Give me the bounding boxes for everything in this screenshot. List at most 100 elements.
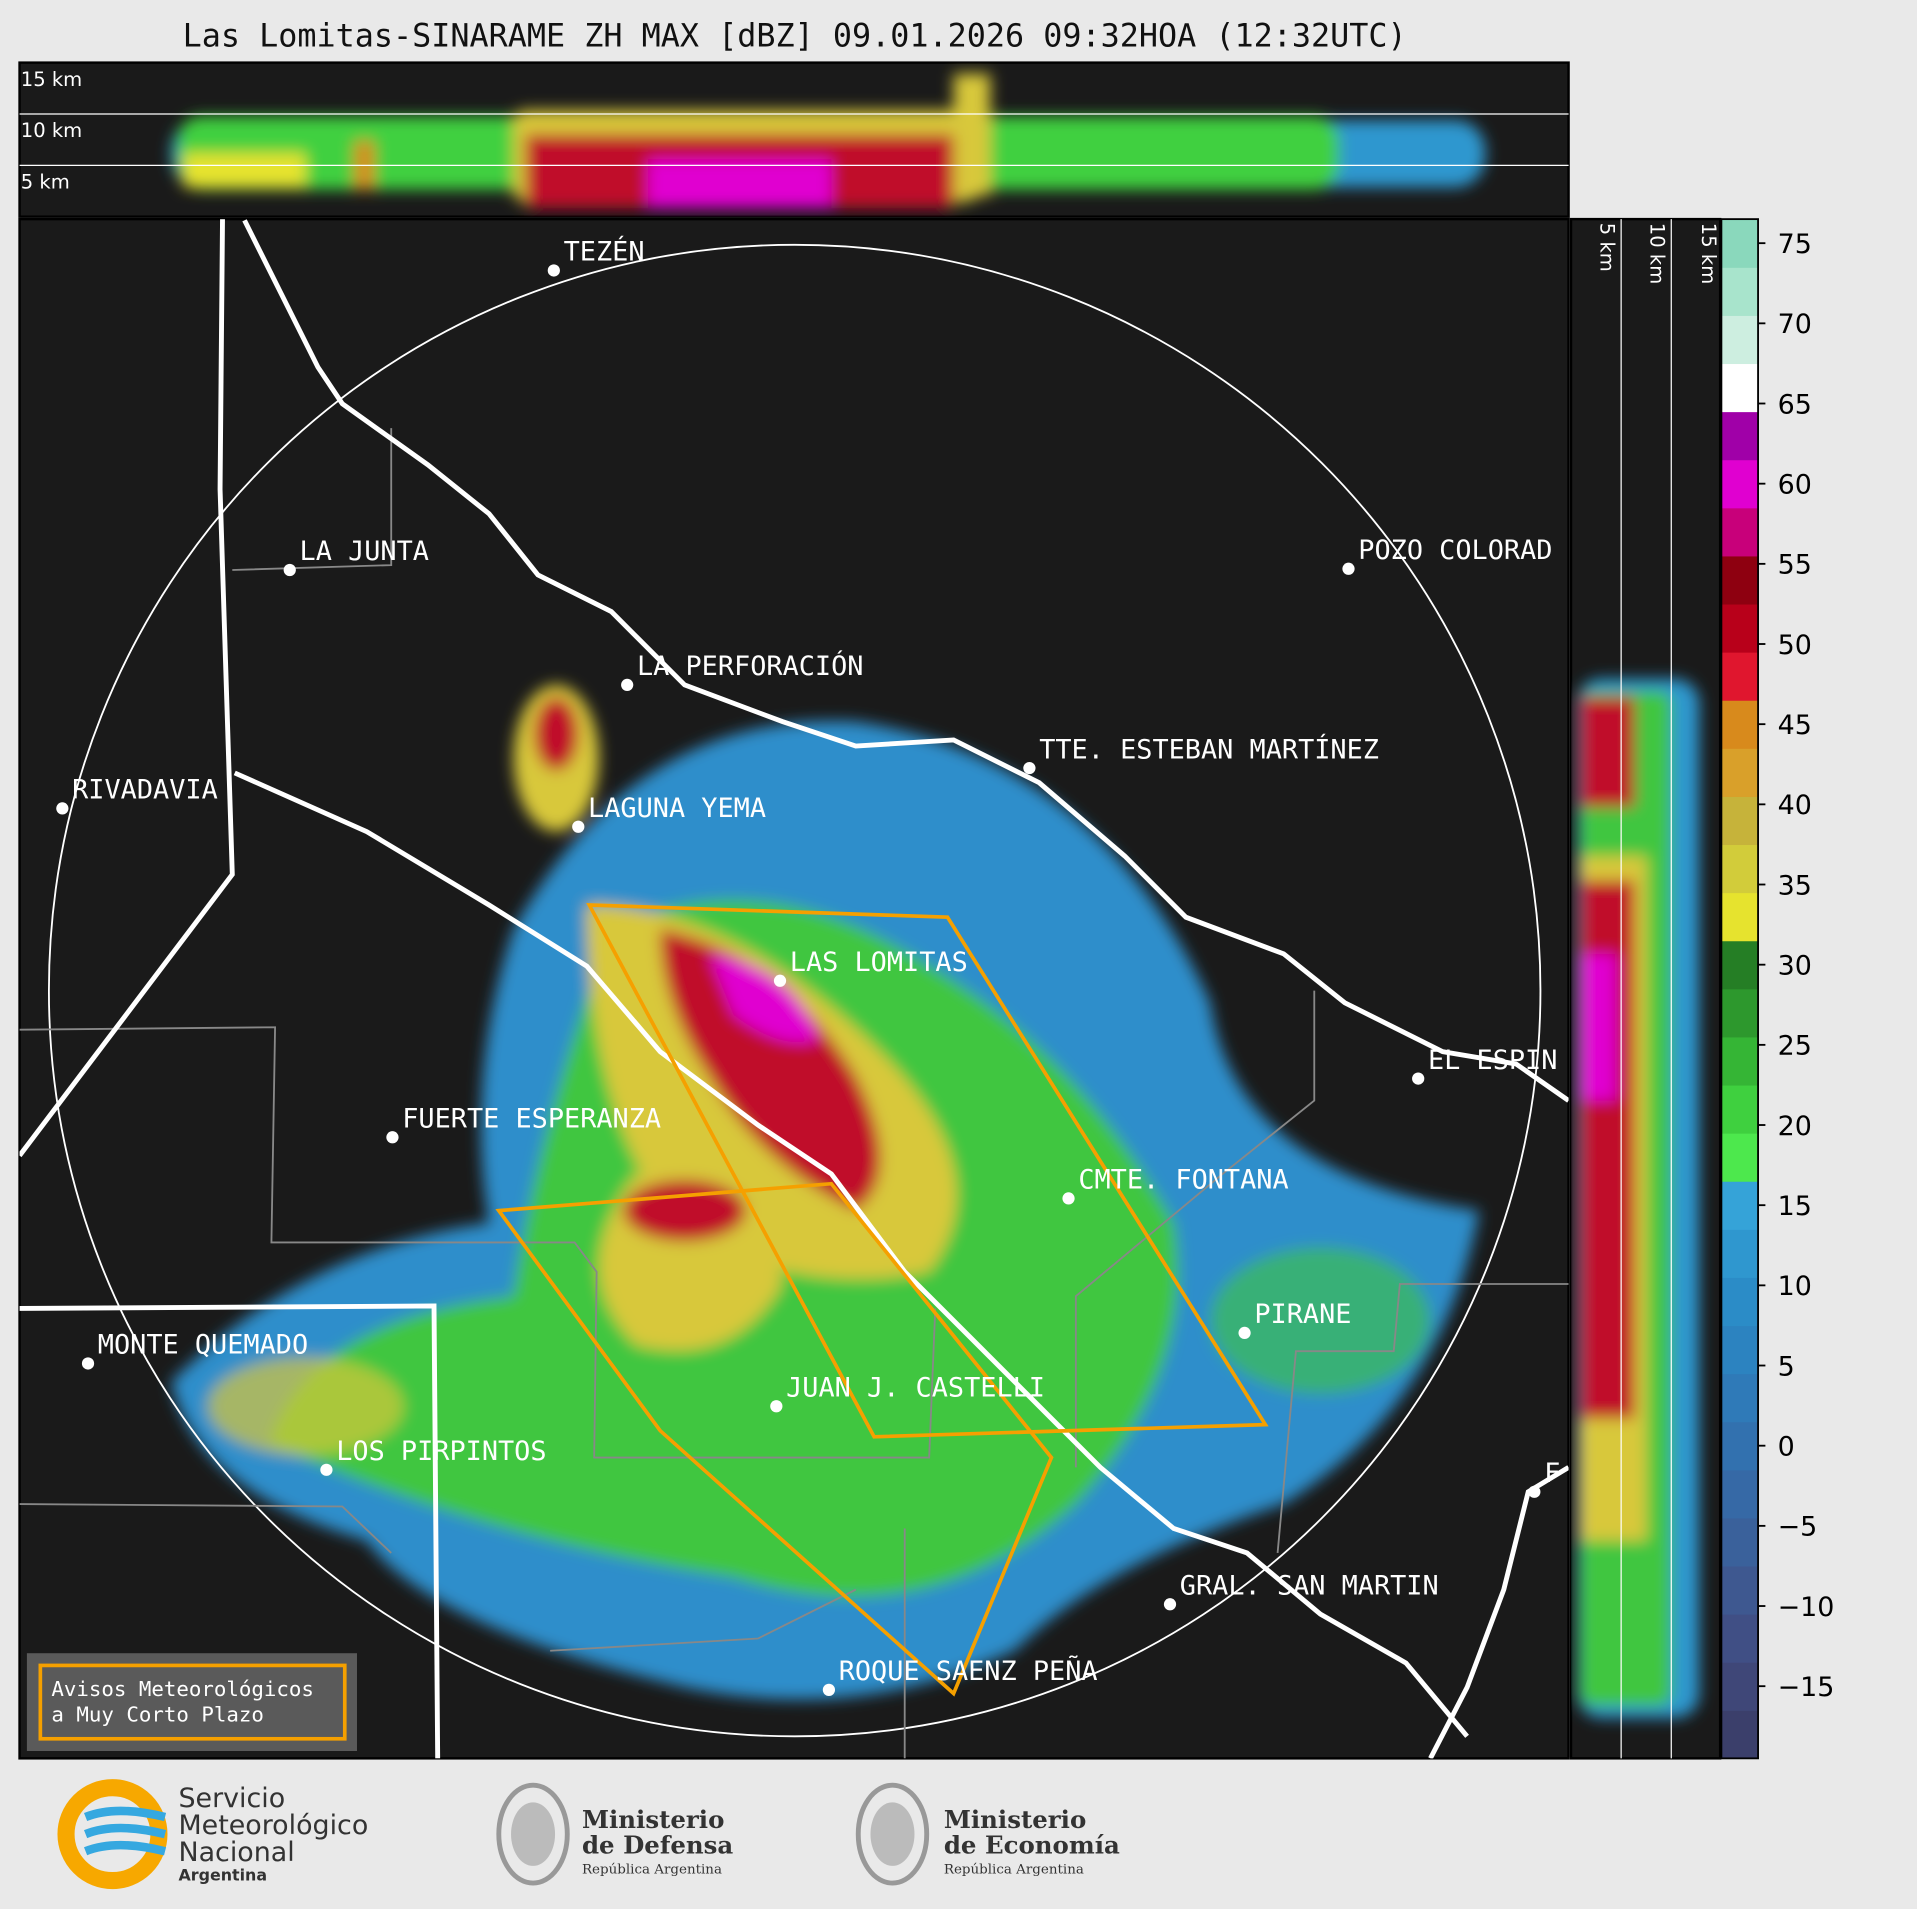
logo-text: Argentina — [178, 1866, 267, 1885]
colorbar-swatch — [1721, 748, 1759, 797]
colorbar-tick-label: 75 — [1778, 229, 1812, 260]
colorbar-swatch — [1721, 652, 1759, 701]
place-dot — [81, 1357, 95, 1370]
colorbar-swatch — [1721, 603, 1759, 653]
colorbar-swatch — [1721, 796, 1759, 846]
place-dot — [386, 1131, 399, 1144]
place-dot — [547, 264, 560, 277]
colorbar-swatch — [1721, 844, 1759, 894]
colorbar-swatch — [1721, 1565, 1759, 1615]
place-label: CMTE. FONTANA — [1078, 1165, 1288, 1196]
warning-frame — [38, 1663, 347, 1741]
place-dot — [822, 1683, 836, 1696]
places: TEZÉN LA JUNTA POZO COLORAD LA PERFORACIÓN T… — [56, 236, 1560, 1696]
smn-logo: Servicio Meteorológico Nacional Argentin… — [57, 1779, 368, 1890]
colorbar-swatch — [1721, 700, 1759, 749]
height-label: 15 km — [1697, 223, 1720, 284]
colorbar-tick-label: 45 — [1778, 710, 1812, 741]
colorbar-swatch — [1721, 315, 1759, 365]
colorbar-swatch — [1721, 219, 1759, 268]
place-dot — [320, 1463, 333, 1476]
colorbar-tick-label: 65 — [1778, 389, 1812, 420]
colorbar-swatch — [1721, 1084, 1759, 1134]
borders — [19, 219, 1569, 1759]
colorbar-tick-label: 40 — [1778, 790, 1812, 821]
logo-text: República Argentina — [582, 1862, 722, 1877]
colorbar-tick-label: 25 — [1778, 1031, 1812, 1062]
colorbar-swatch — [1721, 1469, 1759, 1519]
logo-text: Ministerio — [582, 1805, 724, 1834]
colorbar-swatch — [1721, 1036, 1759, 1086]
colorbar-swatch — [1721, 1373, 1759, 1423]
place-label: MONTE QUEMADO — [98, 1330, 308, 1361]
place-label: PIRANE — [1254, 1299, 1351, 1330]
height-label: 5 km — [1595, 223, 1618, 272]
place-label: ROQUE SAENZ PEÑA — [839, 1655, 1098, 1687]
colorbar-swatch — [1721, 1614, 1759, 1663]
height-label: 10 km — [1645, 223, 1668, 284]
place-label: LA PERFORACIÓN — [637, 650, 864, 682]
colorbar-tick-label: −10 — [1778, 1592, 1835, 1623]
title: Las Lomitas-SINARAME ZH MAX [dBZ] 09.01.… — [183, 19, 1407, 55]
place-label: TTE. ESTEBAN MARTÍNEZ — [1039, 733, 1379, 765]
place-dot — [56, 802, 69, 815]
side-echo — [1577, 678, 1700, 1718]
radar-echo — [171, 684, 1480, 1700]
range-ring — [47, 243, 1542, 1738]
place-dot — [1023, 761, 1036, 775]
district-lines — [19, 428, 1569, 1759]
colorbar-swatch — [1721, 892, 1759, 942]
defensa-logo: Ministerio de Defensa República Argentin… — [496, 1782, 733, 1886]
colorbar-swatch — [1721, 363, 1759, 413]
logo-text: de Economía — [944, 1831, 1120, 1860]
place-label: LAS LOMITAS — [790, 947, 968, 978]
colorbar-swatch — [1721, 1181, 1759, 1230]
colorbar-tick-label: −15 — [1778, 1672, 1835, 1703]
colorbar-swatch — [1721, 1133, 1759, 1182]
place-label: LOS PIRPINTOS — [336, 1436, 546, 1467]
warning-text: a Muy Corto Plazo — [51, 1703, 264, 1727]
colorbar-swatch — [1721, 1421, 1759, 1471]
place-label: EL ESPIN — [1428, 1045, 1557, 1076]
place-dot — [1412, 1072, 1425, 1085]
height-label: 15 km — [21, 68, 82, 91]
logo-text: Servicio — [178, 1783, 285, 1814]
place-dot — [572, 820, 585, 833]
place-label: LAGUNA YEMA — [588, 793, 766, 824]
colorbar-swatch — [1721, 1325, 1759, 1375]
place-label: LA JUNTA — [300, 536, 429, 567]
colorbar-swatch — [1721, 267, 1759, 316]
logo-text: Ministerio — [944, 1805, 1086, 1834]
logo-text: Meteorológico — [178, 1810, 368, 1841]
place-label: RIVADAVIA — [72, 775, 218, 806]
colorbar-swatch — [1721, 1517, 1759, 1567]
colorbar-tick-label: 50 — [1778, 630, 1812, 661]
colorbar-swatch — [1721, 988, 1759, 1038]
colorbar-swatch — [1721, 507, 1759, 557]
colorbar-frame — [1720, 218, 1759, 1760]
place-label: TEZÉN — [564, 236, 645, 268]
logo-text: de Defensa — [582, 1831, 733, 1860]
economia-logo: Ministerio de Economía República Argenti… — [855, 1782, 1120, 1886]
place-dot — [1163, 1598, 1177, 1611]
warning-box[interactable] — [26, 1653, 357, 1752]
place-dot — [773, 974, 787, 987]
place-dot — [1342, 562, 1355, 575]
place-dot — [770, 1400, 783, 1413]
top-echo — [171, 73, 1486, 209]
colorbar-tick-label: 55 — [1778, 550, 1812, 581]
colorbar-swatch — [1721, 1229, 1759, 1278]
colorbar-swatch — [1721, 940, 1759, 990]
place-dot — [1238, 1326, 1251, 1340]
place-label: GRAL. SAN MARTIN — [1180, 1571, 1439, 1602]
place-dot — [621, 678, 634, 692]
place-dot — [283, 563, 296, 577]
colorbar-swatch — [1721, 1710, 1759, 1759]
place-dot — [1528, 1485, 1541, 1498]
colorbar-swatch — [1721, 1277, 1759, 1327]
colorbar-tick-label: 70 — [1778, 309, 1812, 340]
place-label: JUAN J. CASTELLI — [786, 1372, 1045, 1403]
